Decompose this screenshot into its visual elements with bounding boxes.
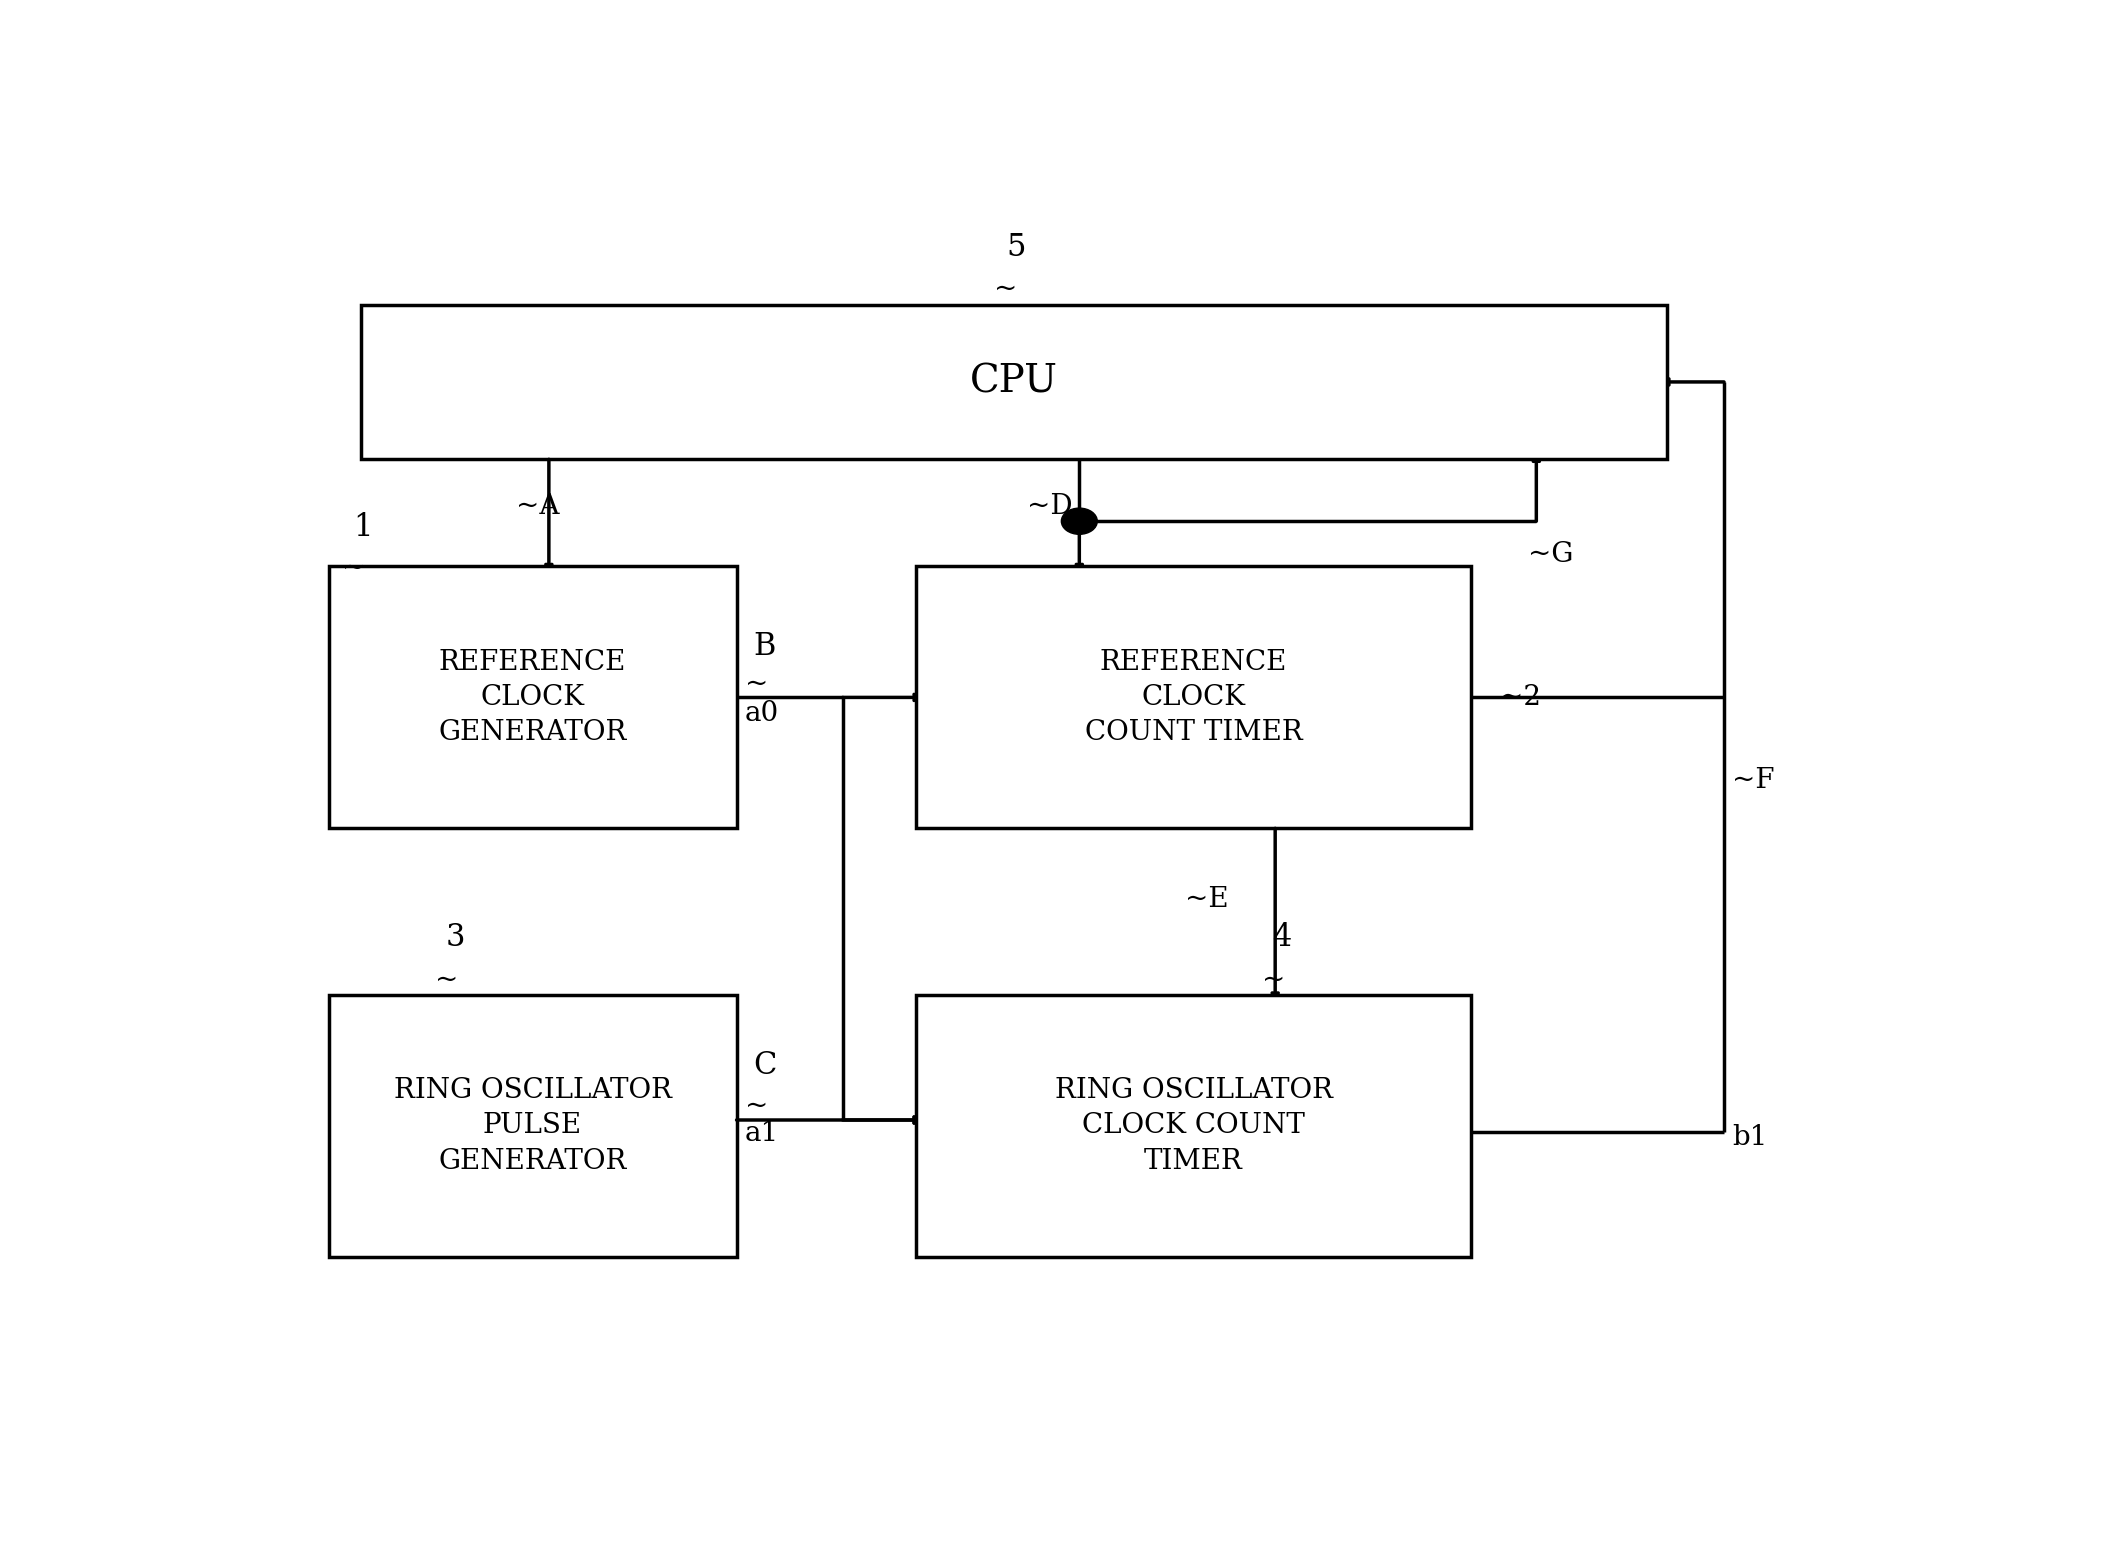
Text: ~G: ~G bbox=[1529, 541, 1573, 567]
Text: ~: ~ bbox=[341, 555, 364, 581]
Text: ~D: ~D bbox=[1028, 493, 1072, 521]
Text: CPU: CPU bbox=[971, 363, 1057, 400]
Text: ~: ~ bbox=[994, 277, 1017, 303]
Text: 1: 1 bbox=[354, 512, 373, 543]
Text: b1: b1 bbox=[1733, 1124, 1767, 1152]
Text: a0: a0 bbox=[746, 700, 779, 727]
Text: a1: a1 bbox=[746, 1119, 779, 1147]
Text: RING OSCILLATOR
CLOCK COUNT
TIMER: RING OSCILLATOR CLOCK COUNT TIMER bbox=[1055, 1078, 1333, 1175]
Circle shape bbox=[1061, 509, 1097, 535]
Text: ~E: ~E bbox=[1186, 886, 1230, 914]
Text: ~: ~ bbox=[746, 1093, 769, 1119]
Text: ~: ~ bbox=[434, 966, 457, 994]
Text: ~: ~ bbox=[1261, 966, 1285, 994]
Bar bbox=[329, 996, 737, 1257]
Text: REFERENCE
CLOCK
GENERATOR: REFERENCE CLOCK GENERATOR bbox=[438, 648, 628, 747]
Text: B: B bbox=[754, 631, 775, 662]
Text: ~2: ~2 bbox=[1499, 683, 1542, 711]
Text: ~: ~ bbox=[746, 671, 769, 699]
Text: 5: 5 bbox=[1007, 232, 1026, 263]
Text: 3: 3 bbox=[446, 923, 465, 954]
Text: REFERENCE
CLOCK
COUNT TIMER: REFERENCE CLOCK COUNT TIMER bbox=[1085, 648, 1302, 747]
Text: ~A: ~A bbox=[516, 493, 560, 521]
Bar bbox=[916, 566, 1472, 829]
Text: C: C bbox=[754, 1050, 777, 1081]
Text: ~F: ~F bbox=[1733, 767, 1775, 795]
Bar bbox=[916, 996, 1472, 1257]
Text: 4: 4 bbox=[1272, 923, 1291, 954]
Bar bbox=[362, 305, 1668, 459]
Bar bbox=[329, 566, 737, 829]
Text: RING OSCILLATOR
PULSE
GENERATOR: RING OSCILLATOR PULSE GENERATOR bbox=[394, 1078, 672, 1175]
